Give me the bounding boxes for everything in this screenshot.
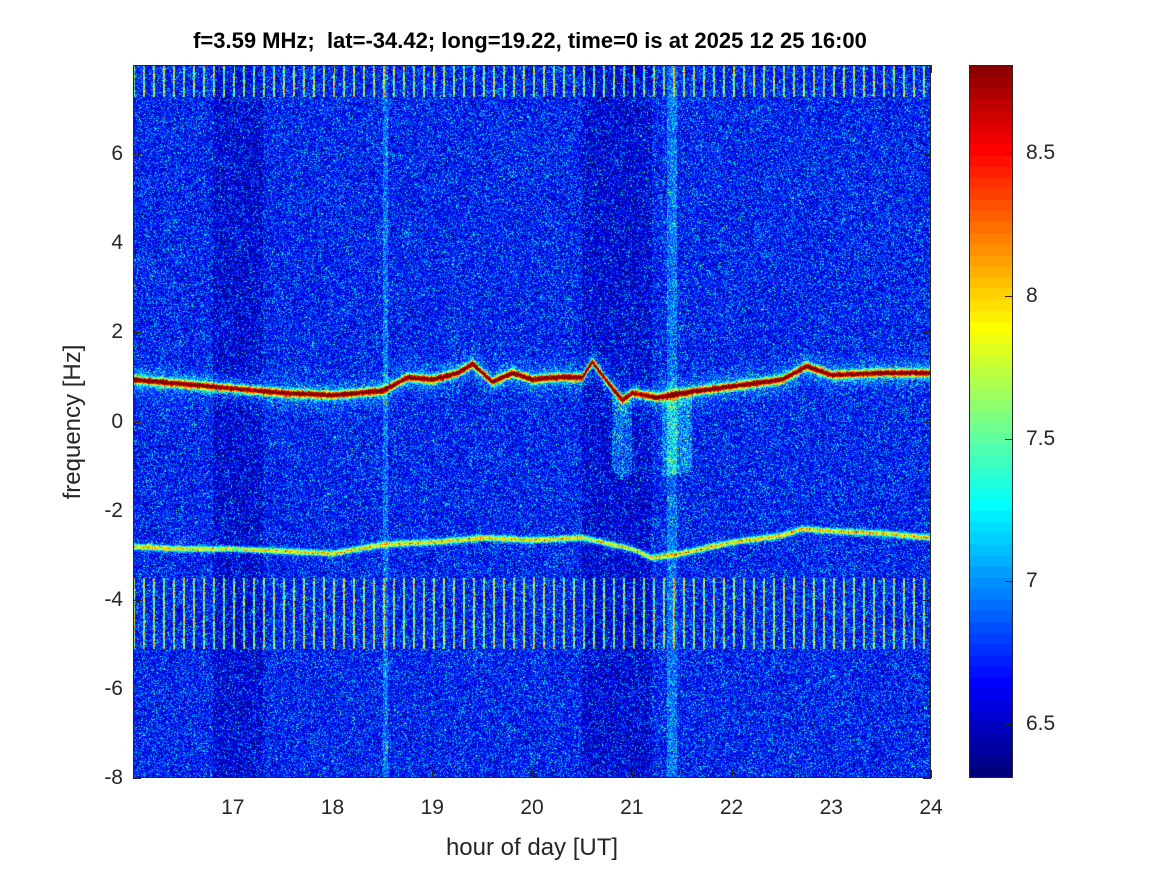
y-tick-mark [923,688,931,690]
x-tick-label: 24 [919,796,943,819]
y-tick-label: 6 [111,142,123,166]
x-tick-mark [332,65,334,73]
chart-title: f=3.59 MHz; lat=-34.42; long=19.22, time… [193,28,867,53]
x-tick-label: 18 [320,796,345,819]
x-tick-label: 19 [420,796,444,819]
y-tick-label: -6 [104,676,123,700]
y-tick-label: 0 [111,409,123,433]
y-tick-mark [133,421,141,423]
colorbar-tick-mark [1005,723,1012,725]
spectrogram-plot-area [133,65,931,778]
x-tick-label: 22 [719,796,744,819]
y-tick-mark [133,332,141,334]
x-tick-label: 20 [520,796,544,819]
colorbar-tick-label: 8 [1026,284,1038,307]
x-tick-mark [631,65,633,73]
y-tick-mark [133,688,141,690]
y-tick-mark [133,243,141,245]
x-tick-mark [232,770,234,778]
colorbar-tick-mark [1005,153,1012,155]
x-tick-mark [931,65,932,73]
colorbar [969,65,1013,778]
x-tick-mark [232,65,234,73]
y-tick-mark [923,510,931,512]
y-tick-mark [923,154,931,156]
x-tick-mark [332,770,334,778]
colorbar-tick-mark [1005,438,1012,440]
y-tick-label: 4 [111,231,123,255]
x-tick-mark [631,770,633,778]
y-tick-label: -8 [104,766,123,789]
x-tick-mark [731,65,733,73]
spectrogram-image [133,65,931,778]
colorbar-tick-label: 7 [1026,569,1038,593]
y-tick-label: 2 [111,320,123,344]
colorbar-tick-label: 7.5 [1026,426,1056,450]
colorbar-tick-mark [1005,296,1012,297]
y-tick-mark [133,510,141,512]
x-tick-mark [432,770,434,778]
x-axis-label: hour of day [UT] [445,834,619,861]
y-tick-mark [923,243,931,245]
y-axis-label: frequency [Hz] [59,344,86,500]
colorbar-tick-label: 8.5 [1026,141,1056,165]
x-tick-label: 17 [221,796,245,819]
y-tick-mark [923,778,931,779]
x-tick-mark [931,770,932,778]
y-tick-mark [923,421,931,423]
y-tick-label: -4 [104,587,123,611]
y-tick-mark [923,332,931,334]
colorbar-tick-label: 6.5 [1026,711,1056,735]
x-tick-mark [532,770,533,778]
y-tick-mark [133,154,141,156]
y-tick-mark [133,599,141,601]
x-tick-label: 21 [620,796,644,819]
x-tick-mark [731,770,733,778]
colorbar-tick-mark [1005,581,1012,583]
x-tick-mark [831,65,833,73]
y-tick-label: -2 [104,498,123,522]
x-tick-label: 23 [819,796,843,819]
y-tick-mark [133,778,141,779]
x-tick-mark [831,770,833,778]
x-tick-mark [432,65,434,73]
y-tick-mark [923,599,931,601]
x-tick-mark [532,65,533,73]
